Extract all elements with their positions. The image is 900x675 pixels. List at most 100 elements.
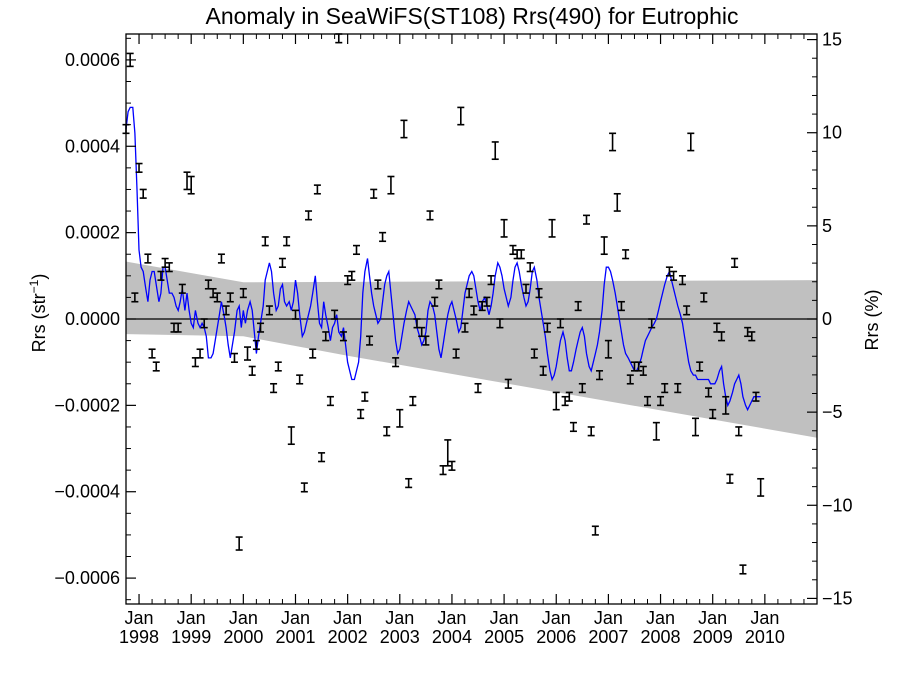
- anomaly-point: [582, 214, 590, 225]
- anomaly-point: [674, 382, 682, 394]
- anomaly-point: [543, 322, 551, 333]
- x-tick-year: 2010: [745, 627, 785, 647]
- anomaly-point: [383, 426, 391, 437]
- left-axis-label: Rrs (str−1): [27, 274, 49, 353]
- monthly-anomaly-points: [122, 33, 765, 575]
- anomaly-point: [148, 348, 156, 359]
- anomaly-point: [578, 382, 586, 394]
- anomaly-point: [339, 331, 347, 342]
- anomaly-point: [491, 141, 499, 161]
- anomaly-point: [526, 262, 534, 273]
- anomaly-point: [613, 192, 621, 212]
- anomaly-point: [748, 331, 756, 342]
- anomaly-point: [644, 395, 652, 407]
- anomaly-point: [344, 275, 352, 286]
- x-tick-year: 2000: [223, 627, 263, 647]
- anomaly-point: [678, 275, 686, 286]
- right-tick-label: 10: [822, 123, 842, 143]
- anomaly-point: [366, 335, 374, 346]
- anomaly-point: [139, 188, 147, 199]
- x-tick-year: 2008: [641, 627, 681, 647]
- x-tick-month: Jan: [490, 608, 519, 628]
- anomaly-point: [744, 326, 752, 338]
- anomaly-point: [239, 287, 247, 299]
- anomaly-point: [431, 296, 439, 307]
- anomaly-point: [539, 365, 547, 376]
- anomaly-point: [718, 331, 726, 342]
- anomaly-point: [483, 296, 491, 307]
- x-tick-month: Jan: [750, 608, 779, 628]
- anomaly-point: [235, 536, 243, 551]
- anomaly-point: [587, 426, 595, 437]
- anomaly-point: [522, 283, 530, 294]
- left-axis-label-sup: −1: [27, 279, 41, 293]
- x-tick-year: 2009: [693, 627, 733, 647]
- left-tick-label: 0.0000: [65, 309, 120, 329]
- anomaly-point: [261, 236, 269, 247]
- x-tick-month: Jan: [333, 608, 362, 628]
- anomaly-point: [422, 335, 430, 346]
- anomaly-point: [409, 395, 417, 407]
- anomaly-point: [487, 275, 495, 286]
- anomaly-point: [313, 184, 321, 195]
- x-tick-month: Jan: [385, 608, 414, 628]
- anomaly-point: [278, 257, 286, 268]
- anomaly-point: [265, 305, 273, 316]
- x-tick-month: Jan: [281, 608, 310, 628]
- anomaly-point: [178, 283, 186, 294]
- anomaly-point: [517, 249, 525, 260]
- anomaly-point: [752, 391, 760, 402]
- anomaly-point: [318, 452, 326, 463]
- x-axis-ticks: Jan1998Jan1999Jan2000Jan2001Jan2002Jan20…: [119, 34, 805, 647]
- anomaly-point: [183, 171, 191, 191]
- anomaly-point: [665, 266, 673, 277]
- x-tick-year: 2006: [536, 627, 576, 647]
- x-tick-year: 2005: [484, 627, 524, 647]
- anomaly-point: [604, 339, 612, 359]
- x-tick-year: 1998: [119, 627, 159, 647]
- anomaly-point: [609, 132, 617, 152]
- anomaly-point: [396, 408, 404, 428]
- anomaly-point: [552, 391, 560, 411]
- x-tick-month: Jan: [437, 608, 466, 628]
- anomaly-point: [370, 188, 378, 199]
- anomaly-point: [165, 262, 173, 273]
- anomaly-point: [222, 305, 230, 316]
- anomaly-point: [131, 292, 139, 303]
- x-tick-year: 2001: [275, 627, 315, 647]
- anomaly-point: [591, 525, 599, 536]
- right-axis-label: Rrs (%): [862, 290, 882, 351]
- anomaly-point: [161, 257, 169, 268]
- anomaly-point: [444, 439, 452, 467]
- anomaly-point: [405, 477, 413, 489]
- anomaly-point: [196, 348, 204, 359]
- anomaly-point: [565, 391, 573, 402]
- anomaly-point: [217, 253, 225, 264]
- smoothed-anomaly-path: [125, 106, 761, 412]
- anomaly-point: [596, 370, 604, 381]
- x-tick-year: 1999: [171, 627, 211, 647]
- anomaly-point: [348, 270, 356, 281]
- anomaly-point: [574, 300, 582, 312]
- left-tick-label: −0.0006: [54, 568, 120, 588]
- right-tick-label: 0: [822, 309, 832, 329]
- anomaly-point: [735, 426, 743, 437]
- left-tick-label: 0.0006: [65, 50, 120, 70]
- anomaly-point: [652, 421, 660, 441]
- anomaly-point: [157, 270, 165, 281]
- anomaly-point: [135, 162, 143, 173]
- anomaly-point: [448, 460, 456, 471]
- anomaly-point: [648, 318, 656, 329]
- anomaly-point: [152, 361, 160, 372]
- anomaly-point: [174, 322, 182, 333]
- anomaly-point: [657, 395, 665, 407]
- anomaly-point: [257, 322, 265, 333]
- right-axis-ticks: 15 10 5 0 −5 −10 −15: [807, 30, 853, 608]
- anomaly-point: [478, 300, 486, 312]
- anomaly-point: [326, 395, 334, 407]
- anomaly-point: [392, 357, 400, 368]
- anomaly-point: [569, 421, 577, 433]
- anomaly-point: [439, 465, 447, 476]
- left-axis-label-base: Rrs (str: [29, 293, 49, 352]
- anomaly-point: [739, 564, 747, 575]
